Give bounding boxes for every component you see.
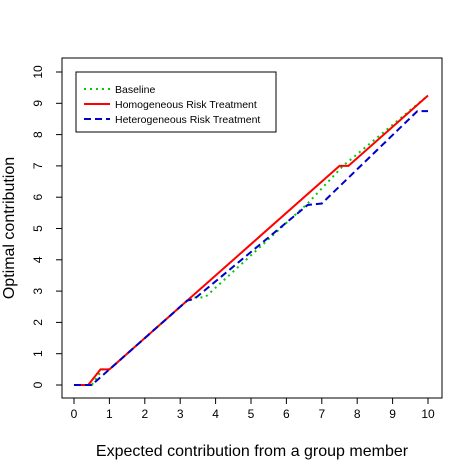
legend: Baseline Homogeneous Risk Treatment Hete… [75,71,277,133]
x-tick-label: 10 [421,407,435,421]
x-axis-title: Expected contribution from a group membe… [96,443,409,460]
series-line-1 [74,94,429,386]
x-tick-label: 6 [283,407,290,421]
x-tick-label: 3 [177,407,184,421]
x-tick-label: 5 [248,407,255,421]
legend-label-homogeneous: Homogeneous Risk Treatment [115,99,257,111]
y-tick-label: 7 [31,162,45,169]
x-axis: 0 1 2 3 4 5 6 7 8 9 10 [71,397,435,421]
x-tick-label: 0 [71,407,78,421]
series-layer [74,94,429,386]
y-axis-title: Optimal contribution [1,157,18,299]
y-axis: 0 1 2 3 4 5 6 7 8 9 10 [31,65,63,388]
y-tick-label: 2 [31,319,45,326]
plot-frame [61,57,443,399]
series-line-2 [74,110,428,386]
y-tick-label: 8 [31,131,45,138]
y-tick-label: 9 [31,100,45,107]
x-tick-label: 9 [389,407,396,421]
x-tick-label: 2 [141,407,148,421]
y-tick-label: 4 [31,256,45,263]
x-tick-label: 7 [318,407,325,421]
legend-label-heterogeneous: Heterogeneous Risk Treatment [115,114,260,126]
y-tick-label: 10 [31,65,45,79]
legend-box [75,71,277,133]
y-tick-label: 1 [31,350,45,357]
y-tick-label: 3 [31,287,45,294]
x-tick-label: 1 [106,407,113,421]
series-line-0 [74,94,429,386]
y-tick-label: 6 [31,194,45,201]
x-tick-label: 4 [212,407,219,421]
legend-label-baseline: Baseline [115,84,155,96]
y-tick-label: 0 [31,381,45,388]
y-tick-label: 5 [31,225,45,232]
x-tick-label: 8 [354,407,361,421]
